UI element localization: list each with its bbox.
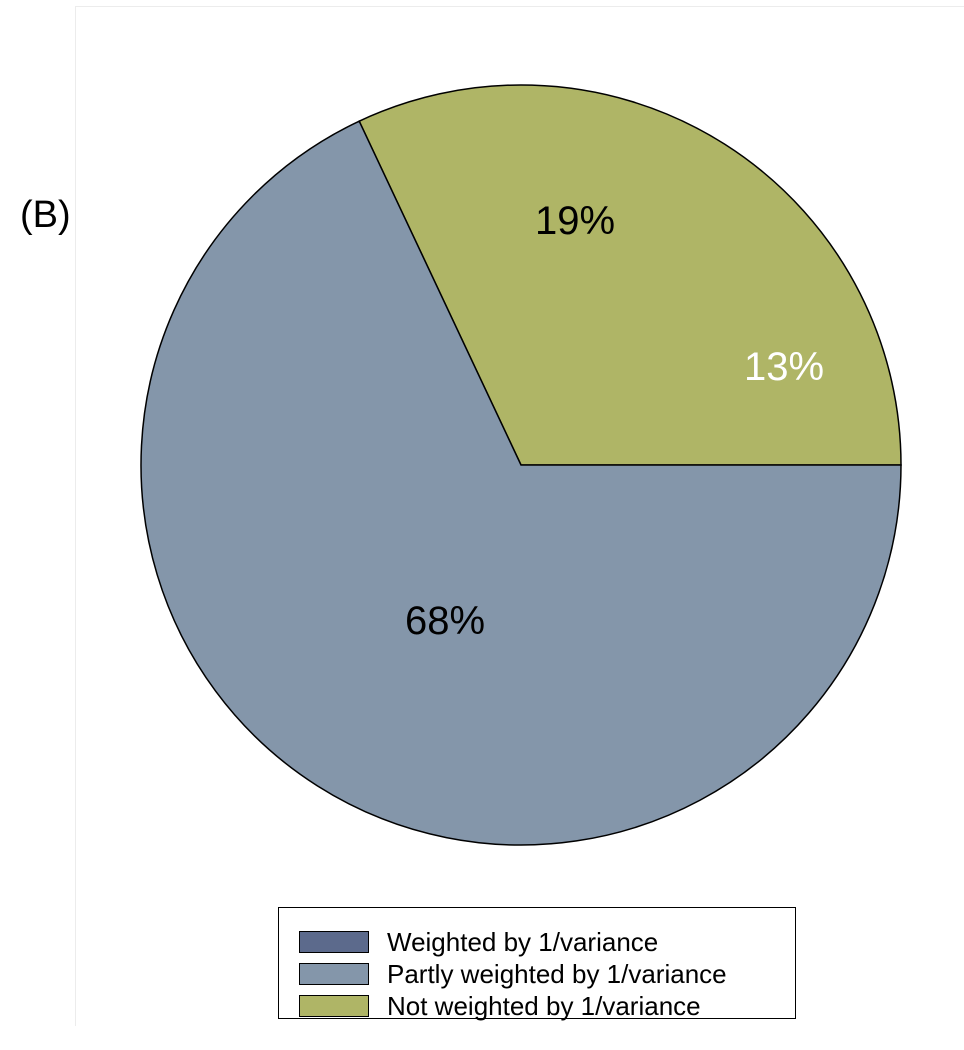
pie-chart: 19% 13% 68% [140,84,902,846]
slice-partly-weighted [140,120,902,846]
legend-label-weighted: Weighted by 1/variance [387,926,659,957]
legend-swatch-weighted [299,931,369,953]
legend-label-partly-weighted: Partly weighted by 1/variance [387,958,727,989]
frame-line-top [75,6,964,7]
legend-swatch-not-weighted [299,995,369,1017]
slice-label-not-weighted: 13% [744,345,824,389]
slice-not-weighted [358,84,902,466]
pie-slices [140,84,902,846]
slice-label-weighted: 19% [535,199,615,243]
legend-item-partly-weighted: Partly weighted by 1/variance [299,959,727,989]
slice-label-partly-weighted: 68% [405,599,485,643]
legend-item-weighted: Weighted by 1/variance [299,927,658,957]
legend-swatch-partly-weighted [299,963,369,985]
legend-item-not-weighted: Not weighted by 1/variance [299,991,701,1021]
frame-line-left [75,6,76,1026]
legend-label-not-weighted: Not weighted by 1/variance [387,990,701,1021]
panel-label: (B) [20,194,71,236]
legend: Weighted by 1/variance Partly weighted b… [278,907,796,1021]
